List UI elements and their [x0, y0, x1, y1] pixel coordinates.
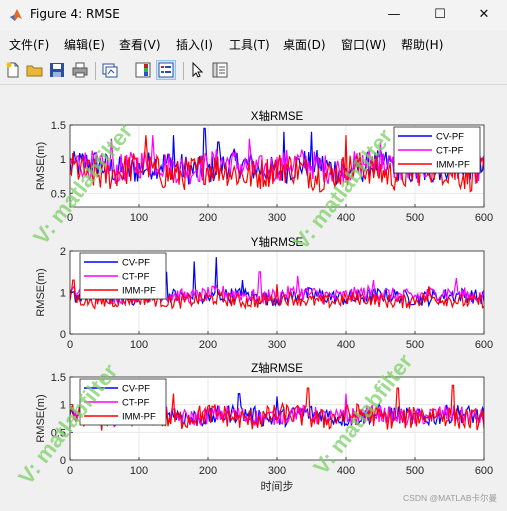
- legend-label: CT-PF: [122, 398, 150, 409]
- x-tick-label: 100: [130, 465, 148, 477]
- legend-label: IMM-PF: [122, 286, 156, 297]
- legend: CV-PF CT-PF IMM-PF: [79, 252, 167, 300]
- link-plot-icon[interactable]: [101, 61, 119, 79]
- credit-label: CSDN @MATLAB卡尔曼: [403, 493, 497, 503]
- legend-label: CV-PF: [436, 132, 464, 143]
- x-tick-label: 600: [475, 212, 493, 224]
- y-axis-label: RMSE(m): [35, 142, 47, 190]
- x-tick-label: 500: [406, 212, 424, 224]
- close-button[interactable]: ✕: [478, 7, 490, 22]
- x-tick-label: 500: [406, 339, 424, 351]
- x-tick-label: 100: [130, 212, 148, 224]
- legend-label: CT-PF: [436, 146, 464, 157]
- minimize-button[interactable]: —: [387, 7, 401, 22]
- axes-title: Y轴RMSE: [251, 235, 304, 249]
- menu-insert[interactable]: 插入(I): [176, 38, 213, 52]
- legend-label: IMM-PF: [122, 412, 156, 423]
- edit-plot-icon[interactable]: [188, 61, 206, 79]
- x-tick-label: 600: [475, 339, 493, 351]
- axes-title: Z轴RMSE: [251, 361, 303, 375]
- x-tick-label: 300: [268, 339, 286, 351]
- matlab-logo-icon: [10, 9, 22, 21]
- menu-help[interactable]: 帮助(H): [401, 38, 444, 52]
- y-tick-label: 0: [60, 455, 66, 467]
- menu-bar: 文件(F) 编辑(E) 查看(V) 插入(I) 工具(T) 桌面(D) 窗口(W…: [0, 33, 507, 55]
- y-tick-label: 0.5: [51, 188, 66, 200]
- toolbar-separator: [95, 62, 96, 80]
- x-tick-label: 600: [475, 465, 493, 477]
- legend-label: CT-PF: [122, 272, 150, 283]
- legend: CV-PF CT-PF IMM-PF: [79, 378, 167, 426]
- save-icon[interactable]: [48, 61, 66, 79]
- open-file-icon[interactable]: [26, 61, 44, 79]
- x-tick-label: 200: [199, 339, 217, 351]
- y-tick-label: 0: [60, 329, 66, 341]
- y-tick-label: 1: [60, 288, 66, 300]
- legend-label: IMM-PF: [436, 160, 470, 171]
- property-inspector-icon[interactable]: [211, 61, 229, 79]
- x-tick-label: 300: [268, 465, 286, 477]
- axes-title: X轴RMSE: [251, 109, 304, 123]
- y-tick-label: 2: [60, 246, 66, 258]
- x-tick-label: 0: [67, 339, 73, 351]
- x-tick-label: 200: [199, 212, 217, 224]
- print-icon[interactable]: [71, 61, 89, 79]
- axes-3: 0 100 200 300 400 500 600 0 0.5 1 1.5 Z轴RMSE RMSE(m)…: [35, 361, 493, 493]
- x-tick-label: 400: [337, 212, 355, 224]
- insert-colorbar-icon[interactable]: [134, 61, 152, 79]
- toolbar: [0, 58, 507, 85]
- new-figure-icon[interactable]: [4, 61, 22, 79]
- y-axis-label: RMSE(m): [35, 394, 47, 442]
- y-axis-label: RMSE(m): [35, 268, 47, 316]
- x-tick-label: 200: [199, 465, 217, 477]
- menu-desktop[interactable]: 桌面(D): [283, 38, 326, 52]
- x-tick-label: 300: [268, 212, 286, 224]
- series-line-IMM-PF: [70, 279, 484, 311]
- legend-label: CV-PF: [122, 258, 150, 269]
- x-tick-label: 500: [406, 465, 424, 477]
- insert-legend-icon[interactable]: [156, 60, 176, 80]
- maximize-button[interactable]: ☐: [434, 7, 446, 22]
- x-axis-label: 时间步: [261, 480, 294, 493]
- figure-svg: 0 100 200 300 400 500 6000.511.5X轴RMSERMSE(m)C…: [13, 109, 497, 503]
- toolbar-separator: [183, 62, 184, 80]
- x-tick-label: 0: [67, 465, 73, 477]
- y-tick-label: 1: [60, 154, 66, 166]
- y-tick-label: 0.5: [51, 427, 66, 439]
- y-tick-label: 1: [60, 400, 66, 412]
- figure-canvas: 0 100 200 300 400 500 600 0.5 1 1.5 X轴RMSE RMSE(m) C…: [4, 86, 503, 507]
- x-tick-label: 100: [130, 339, 148, 351]
- menu-view[interactable]: 查看(V): [119, 38, 161, 52]
- menu-file[interactable]: 文件(F): [9, 38, 50, 52]
- y-tick-label: 1.5: [51, 372, 66, 384]
- axes-2: 0 100 200 300 400 500 600 0 1 2 Y轴RMSE RMSE(m) CV-PF…: [35, 235, 493, 351]
- legend-label: CV-PF: [122, 384, 150, 395]
- menu-edit[interactable]: 编辑(E): [64, 38, 105, 52]
- menu-tools[interactable]: 工具(T): [229, 38, 270, 52]
- title-bar: Figure 4: RMSE — ☐ ✕: [0, 0, 507, 30]
- legend: CV-PF CT-PF IMM-PF: [393, 126, 481, 174]
- y-tick-label: 1.5: [51, 120, 66, 132]
- x-tick-label: 0: [67, 212, 73, 224]
- window-title: Figure 4: RMSE: [30, 7, 120, 21]
- axes-1: 0 100 200 300 400 500 600 0.5 1 1.5 X轴RMSE RMSE(m) C…: [35, 109, 493, 224]
- menu-window[interactable]: 窗口(W): [341, 38, 387, 52]
- x-tick-label: 400: [337, 339, 355, 351]
- x-tick-label: 400: [337, 465, 355, 477]
